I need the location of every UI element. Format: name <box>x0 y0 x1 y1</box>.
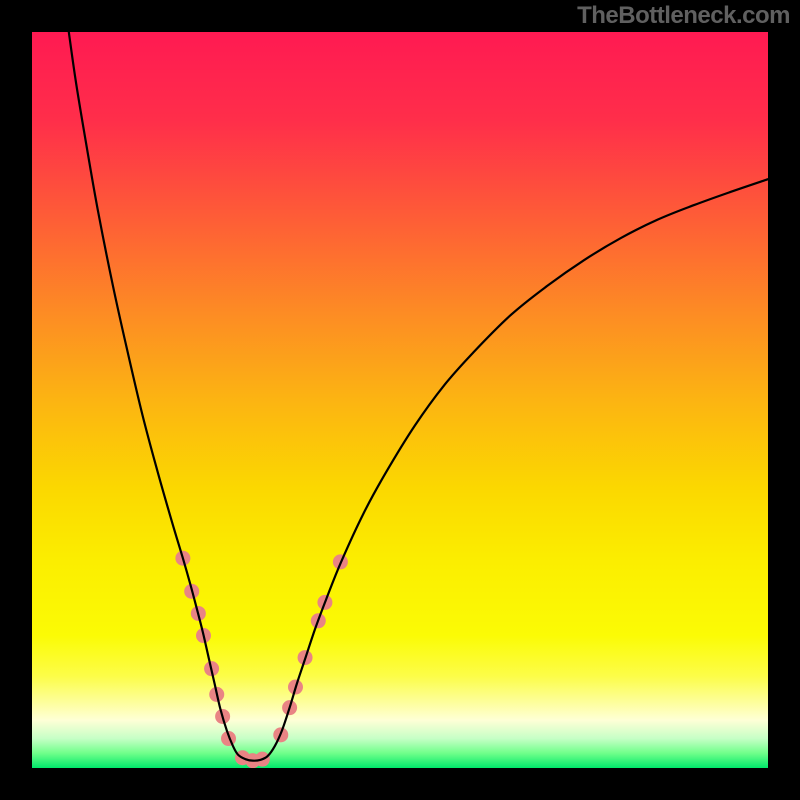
chart-root: TheBottleneck.com <box>0 0 800 800</box>
chart-background <box>32 32 768 768</box>
bottleneck-chart <box>32 32 768 768</box>
watermark-label: TheBottleneck.com <box>577 2 790 30</box>
